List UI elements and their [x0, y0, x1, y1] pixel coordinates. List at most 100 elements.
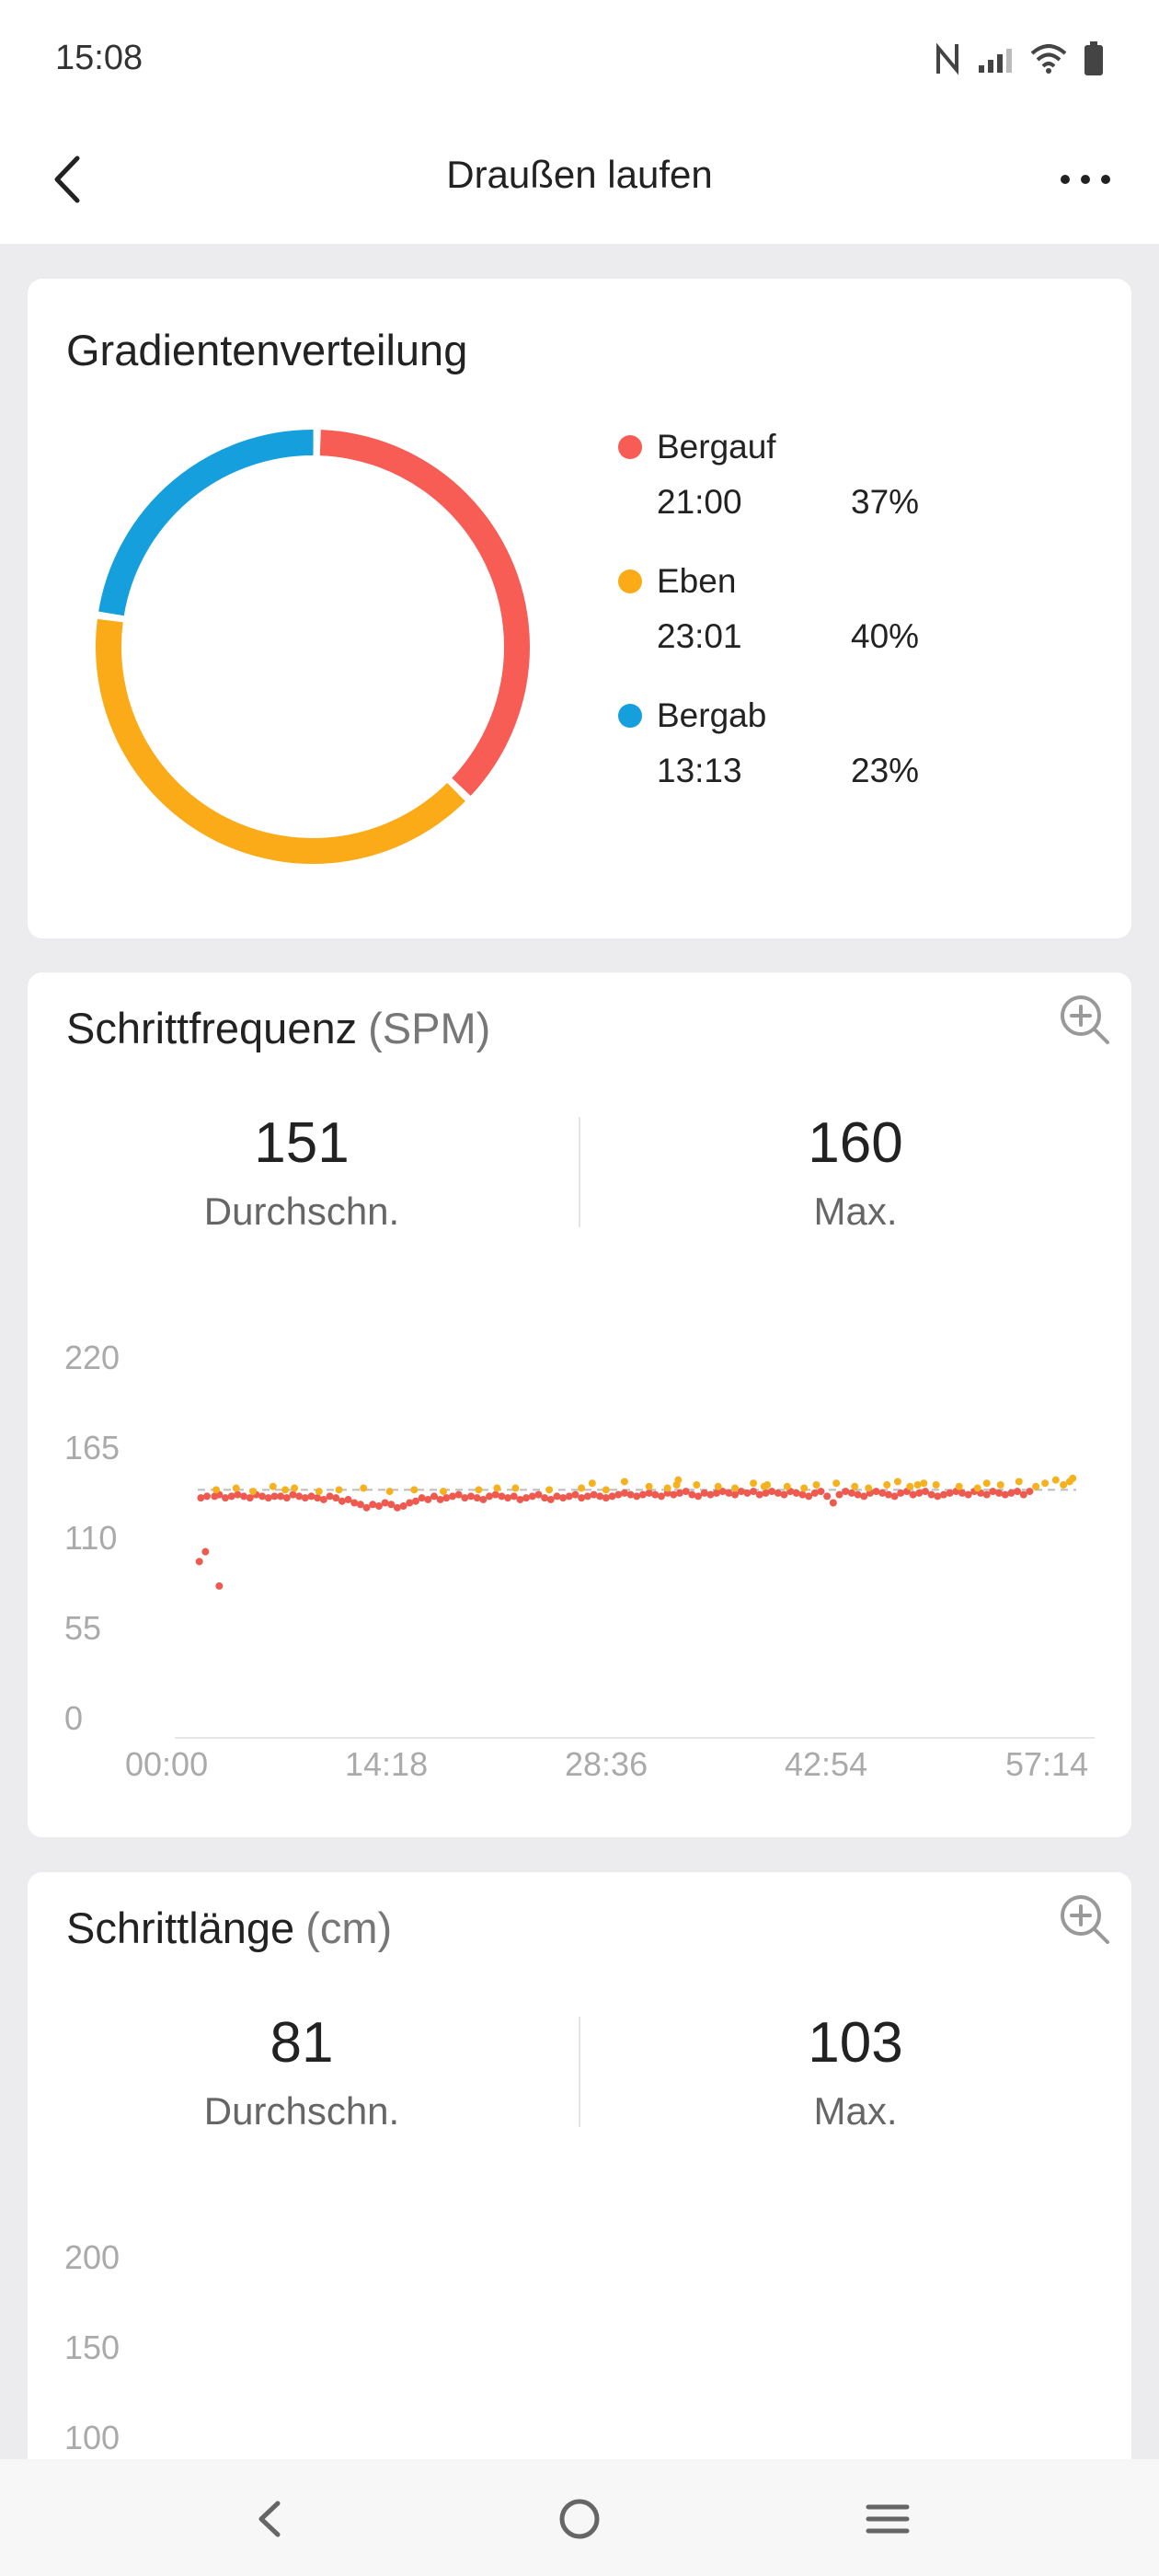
cadence-point-red — [282, 1494, 291, 1502]
cadence-point-red — [620, 1489, 628, 1497]
cadence-point-yellow — [249, 1488, 258, 1496]
cadence-point-yellow — [645, 1482, 653, 1490]
cadence-point-red — [454, 1490, 463, 1499]
cadence-point-yellow — [578, 1484, 586, 1492]
nav-back-icon[interactable] — [239, 2487, 304, 2551]
legend-pct-uphill: 37% — [851, 483, 920, 521]
cadence-point-red — [614, 1490, 623, 1499]
donut-slice-uphill — [319, 430, 530, 796]
cadence-point-yellow — [865, 1484, 873, 1492]
nfc-icon — [936, 42, 958, 75]
cadence-point-yellow — [410, 1486, 419, 1494]
cadence-point-yellow — [1032, 1482, 1040, 1490]
cadence-point-red — [651, 1490, 660, 1499]
cadence-point-red — [842, 1488, 850, 1496]
zoom-in-icon[interactable] — [1058, 993, 1113, 1048]
cadence-point-yellow — [602, 1486, 610, 1494]
cadence-point-red — [725, 1489, 733, 1497]
cadence-title-text: Schrittfrequenz — [66, 1004, 358, 1052]
cadence-point-yellow — [545, 1486, 554, 1494]
cadence-point-yellow — [714, 1482, 722, 1490]
cadence-point-red — [915, 1489, 924, 1497]
x-tick: 57:14 — [1005, 1745, 1089, 1783]
cadence-point-red — [227, 1492, 235, 1501]
cadence-point-red — [406, 1499, 414, 1507]
legend-time-downhill: 13:13 — [657, 752, 742, 789]
cadence-point-red — [319, 1495, 327, 1503]
cadence-point-yellow — [693, 1481, 701, 1489]
cadence-point-yellow — [588, 1479, 596, 1488]
cadence-point-yellow — [475, 1486, 483, 1494]
cadence-point-yellow — [812, 1481, 820, 1489]
cadence-point-yellow — [982, 1479, 991, 1488]
cadence-point-red — [234, 1490, 242, 1499]
cadence-point-yellow — [212, 1486, 221, 1494]
cadence-point-yellow — [281, 1486, 290, 1494]
cadence-point-red — [559, 1494, 568, 1502]
cadence-point-red — [393, 1503, 401, 1512]
cadence-max-label: Max. — [813, 1190, 898, 1233]
cadence-point-yellow — [335, 1486, 343, 1494]
cadence-point-red — [486, 1492, 494, 1501]
cadence-point-red — [491, 1490, 499, 1499]
y-tick: 165 — [64, 1429, 120, 1466]
cadence-point-red — [504, 1494, 512, 1502]
zoom-in-icon[interactable] — [1058, 1892, 1113, 1948]
cadence-point-red — [934, 1492, 942, 1501]
cadence-point-yellow — [360, 1484, 368, 1492]
cadence-point-red — [1014, 1488, 1022, 1496]
cadence-point-red — [430, 1492, 438, 1501]
cadence-point-red — [264, 1494, 272, 1502]
nav-home-icon[interactable] — [547, 2487, 612, 2551]
legend-dot-flat — [618, 569, 642, 593]
cadence-point-red — [884, 1490, 892, 1499]
status-time: 15:08 — [55, 39, 143, 77]
more-options-icon[interactable] — [1049, 147, 1122, 212]
cadence-point-red — [682, 1488, 690, 1496]
cadence-point-yellow — [315, 1488, 323, 1496]
cadence-point-yellow — [1060, 1481, 1068, 1489]
stride-avg-label: Durchschn. — [203, 2089, 400, 2133]
stride-unit: (cm) — [305, 1903, 393, 1952]
stride-card: Schrittlänge (cm) 81 Durchschn. 103 Max. … — [28, 1872, 1131, 2516]
stride-title-text: Schrittlänge — [66, 1903, 295, 1952]
cadence-point-red — [374, 1502, 383, 1511]
legend-label-uphill: Bergauf — [657, 428, 776, 466]
cadence-point-red — [424, 1495, 432, 1503]
cadence-point-red — [215, 1581, 224, 1590]
cadence-point-yellow — [232, 1484, 240, 1492]
cadence-point-red — [258, 1492, 267, 1501]
cadence-avg-value: 151 — [254, 1111, 350, 1175]
cadence-point-red — [743, 1489, 752, 1497]
cadence-point-red — [338, 1497, 346, 1505]
cadence-point-red — [546, 1495, 555, 1503]
cadence-point-red — [1007, 1489, 1016, 1497]
cadence-point-yellow — [783, 1482, 791, 1490]
battery-icon — [1084, 41, 1103, 75]
cadence-point-red — [436, 1495, 444, 1503]
cadence-point-red — [332, 1494, 340, 1502]
cadence-point-red — [449, 1492, 457, 1501]
legend-pct-flat: 40% — [851, 617, 920, 655]
gradient-title: Gradientenverteilung — [66, 326, 468, 374]
cadence-point-red — [657, 1492, 665, 1501]
cadence-point-red — [897, 1489, 905, 1497]
cadence-point-red — [700, 1489, 708, 1497]
cadence-point-red — [718, 1488, 727, 1496]
cadence-title: Schrittfrequenz (SPM) — [66, 1003, 490, 1053]
cadence-point-yellow — [1015, 1478, 1023, 1486]
cadence-point-red — [946, 1489, 954, 1497]
legend-dot-uphill — [618, 435, 642, 459]
cadence-point-red — [1001, 1490, 1009, 1499]
cadence-point-red — [381, 1499, 389, 1507]
cadence-point-red — [645, 1489, 653, 1497]
cadence-point-yellow — [385, 1488, 394, 1496]
cadence-point-red — [921, 1488, 929, 1496]
cadence-point-red — [798, 1490, 807, 1499]
back-arrow-icon[interactable] — [37, 147, 101, 212]
cadence-point-red — [510, 1492, 518, 1501]
nav-menu-icon[interactable] — [855, 2487, 920, 2551]
cadence-point-red — [694, 1492, 702, 1501]
cadence-point-red — [860, 1492, 868, 1501]
cadence-point-red — [583, 1492, 591, 1501]
